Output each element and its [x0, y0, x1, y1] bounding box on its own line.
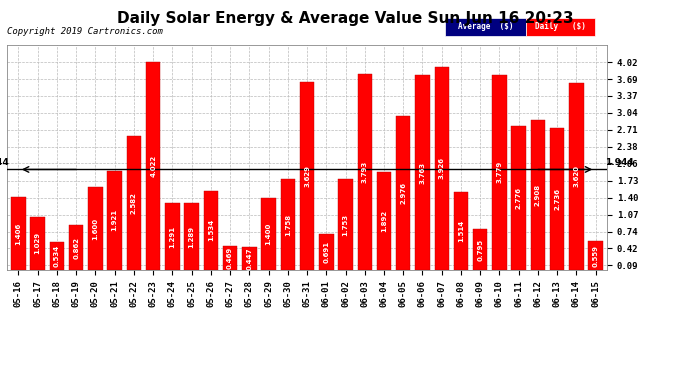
Bar — [454, 192, 469, 270]
Text: 3.793: 3.793 — [362, 161, 368, 183]
Bar — [396, 116, 411, 270]
Bar — [569, 83, 584, 270]
Bar — [473, 229, 487, 270]
Bar — [377, 172, 391, 270]
Bar — [50, 242, 64, 270]
Bar — [262, 198, 276, 270]
Text: 0.469: 0.469 — [227, 247, 233, 269]
Text: Daily Solar Energy & Average Value Sun Jun 16 20:23: Daily Solar Energy & Average Value Sun J… — [117, 11, 573, 26]
Bar — [146, 62, 160, 270]
Bar — [184, 203, 199, 270]
Text: 1.944: 1.944 — [605, 158, 634, 167]
Bar — [492, 75, 506, 270]
Bar — [242, 247, 257, 270]
Bar — [204, 190, 218, 270]
Bar — [11, 197, 26, 270]
Bar — [319, 234, 333, 270]
Bar — [435, 67, 449, 270]
Text: Average  ($): Average ($) — [457, 22, 513, 32]
Text: 0.691: 0.691 — [324, 241, 329, 263]
Bar — [357, 74, 372, 270]
Text: 0.559: 0.559 — [593, 244, 599, 267]
Text: 1.534: 1.534 — [208, 219, 214, 242]
Text: 1.289: 1.289 — [188, 226, 195, 248]
Text: 0.534: 0.534 — [54, 245, 60, 267]
Bar — [531, 120, 545, 270]
Bar — [30, 217, 45, 270]
Text: 3.629: 3.629 — [304, 165, 310, 187]
Text: Daily   ($): Daily ($) — [535, 22, 586, 32]
FancyBboxPatch shape — [445, 18, 526, 36]
Bar — [589, 241, 603, 270]
Bar — [300, 82, 314, 270]
Bar — [88, 187, 103, 270]
Text: 1.514: 1.514 — [458, 220, 464, 242]
Text: 0.447: 0.447 — [246, 247, 253, 270]
Bar — [511, 126, 526, 270]
Text: 3.763: 3.763 — [420, 162, 426, 184]
Bar — [69, 225, 83, 270]
Text: 2.776: 2.776 — [515, 187, 522, 209]
Bar — [108, 171, 122, 270]
Text: 1.892: 1.892 — [381, 210, 387, 232]
Text: 2.736: 2.736 — [554, 188, 560, 210]
Text: 1.406: 1.406 — [15, 222, 21, 245]
Text: 2.976: 2.976 — [400, 182, 406, 204]
Text: 3.926: 3.926 — [439, 158, 445, 180]
Text: 0.795: 0.795 — [477, 238, 483, 261]
Text: 1.400: 1.400 — [266, 223, 272, 245]
FancyBboxPatch shape — [526, 18, 595, 36]
Bar — [550, 129, 564, 270]
Bar — [415, 75, 430, 270]
Text: 1.029: 1.029 — [34, 232, 41, 255]
Text: 1.600: 1.600 — [92, 217, 99, 240]
Text: 2.582: 2.582 — [131, 192, 137, 214]
Bar — [127, 136, 141, 270]
Text: 0.862: 0.862 — [73, 237, 79, 259]
Text: 1.753: 1.753 — [342, 214, 348, 236]
Text: Copyright 2019 Cartronics.com: Copyright 2019 Cartronics.com — [7, 27, 163, 36]
Bar — [223, 246, 237, 270]
Bar — [281, 179, 295, 270]
Bar — [338, 179, 353, 270]
Text: 1.944: 1.944 — [0, 158, 9, 167]
Text: 3.779: 3.779 — [496, 161, 502, 183]
Text: 1.758: 1.758 — [285, 213, 290, 236]
Text: 4.022: 4.022 — [150, 155, 156, 177]
Text: 3.620: 3.620 — [573, 165, 580, 188]
Text: 1.291: 1.291 — [169, 225, 175, 248]
Text: 2.908: 2.908 — [535, 184, 541, 206]
Text: 1.921: 1.921 — [112, 209, 118, 231]
Bar — [165, 203, 179, 270]
